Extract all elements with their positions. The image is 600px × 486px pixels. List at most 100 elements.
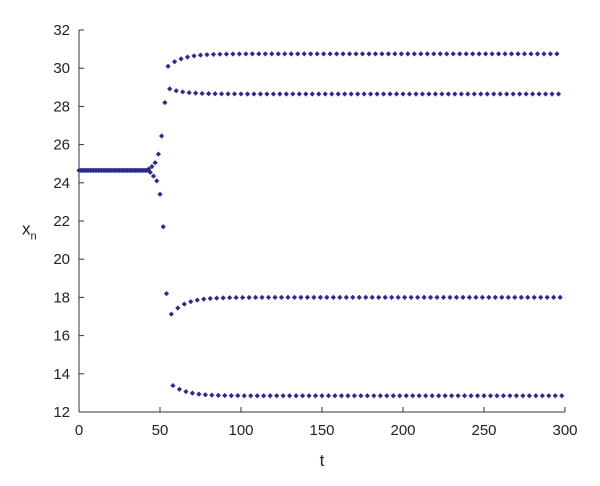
x-ticks: 0 50 100 150 200 250 300 (75, 407, 578, 439)
data-point (241, 393, 247, 399)
data-point (489, 51, 495, 57)
data-point (235, 393, 241, 399)
data-point (152, 160, 158, 166)
data-point (314, 51, 320, 57)
data-point (160, 224, 166, 230)
data-point (380, 91, 387, 97)
data-point (473, 294, 479, 300)
data-points (76, 51, 565, 399)
data-point (520, 393, 526, 399)
data-point (193, 90, 199, 96)
data-point (324, 294, 330, 301)
data-point (154, 178, 160, 184)
data-point (384, 393, 390, 399)
data-point (312, 393, 319, 399)
data-point (338, 393, 345, 399)
data-point (189, 390, 195, 396)
data-point (188, 299, 194, 305)
data-point (402, 294, 408, 300)
data-point (512, 294, 518, 300)
data-point (398, 51, 404, 57)
data-point (449, 393, 455, 399)
data-point (335, 91, 341, 97)
data-point (492, 294, 498, 300)
y-tick-label: 24 (53, 175, 70, 192)
data-point (510, 91, 516, 97)
data-point (251, 91, 257, 97)
data-point (445, 91, 451, 97)
data-point (214, 295, 220, 301)
data-point (500, 393, 507, 399)
data-point (440, 294, 447, 300)
data-point (333, 51, 340, 57)
data-point (181, 301, 187, 307)
data-point (332, 393, 338, 399)
y-tick-label: 16 (53, 328, 70, 345)
y-ticks: 12 14 16 18 20 22 24 26 28 30 32 (53, 22, 84, 421)
data-point (436, 393, 442, 399)
data-point (262, 51, 268, 57)
data-point (387, 91, 393, 97)
data-point (528, 51, 534, 57)
data-point (191, 53, 197, 59)
data-point (408, 294, 414, 300)
data-point (178, 56, 184, 62)
x-tick-label: 0 (75, 422, 83, 439)
data-point (346, 51, 353, 57)
data-point (366, 51, 372, 57)
data-point (547, 51, 554, 57)
data-point (227, 295, 233, 301)
data-point (249, 51, 255, 57)
data-point (240, 294, 246, 301)
data-point (356, 294, 362, 301)
data-point (272, 294, 278, 301)
data-point (405, 51, 411, 57)
data-point (304, 294, 311, 301)
data-point (236, 51, 242, 57)
data-point (173, 88, 179, 94)
data-point (218, 91, 225, 97)
data-point (228, 392, 234, 399)
data-point (147, 169, 153, 175)
data-point (442, 393, 448, 399)
data-point (552, 393, 558, 399)
data-point (298, 294, 304, 301)
data-point (337, 294, 343, 301)
data-point (395, 294, 401, 300)
data-point (206, 91, 212, 97)
x-axis-title: t (320, 451, 325, 470)
data-point (374, 91, 380, 97)
data-point (460, 294, 466, 300)
data-point (364, 393, 370, 399)
data-point (309, 91, 315, 97)
data-point (400, 91, 406, 97)
data-point (244, 91, 251, 97)
data-point (184, 54, 191, 60)
data-point (163, 290, 170, 297)
data-point (168, 311, 174, 317)
data-point (463, 51, 469, 57)
data-point (223, 51, 230, 57)
data-point (559, 393, 565, 399)
data-point (351, 393, 357, 399)
data-point (452, 91, 458, 97)
data-point (157, 191, 163, 197)
data-point (230, 51, 236, 57)
data-point (518, 294, 524, 300)
data-point (505, 294, 511, 300)
data-point (322, 91, 328, 97)
data-point (308, 51, 314, 57)
data-point (149, 163, 155, 170)
data-point (243, 51, 249, 57)
data-point (447, 294, 453, 300)
data-point (479, 294, 485, 300)
data-point (429, 393, 435, 399)
data-point (423, 393, 429, 399)
data-point (427, 294, 434, 300)
data-point (162, 99, 168, 106)
y-tick-label: 22 (53, 213, 70, 230)
data-point (238, 91, 244, 97)
data-point (311, 294, 317, 301)
data-point (197, 52, 204, 58)
data-point (348, 91, 354, 97)
